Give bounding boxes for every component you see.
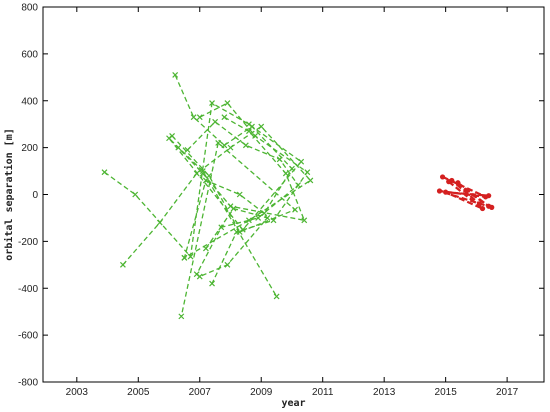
data-point bbox=[249, 123, 255, 130]
data-point bbox=[439, 174, 446, 180]
series-5 bbox=[184, 118, 302, 278]
data-point bbox=[252, 132, 259, 139]
y-tick-label: -800 bbox=[18, 378, 38, 389]
data-point bbox=[132, 191, 139, 198]
series-7 bbox=[196, 205, 271, 280]
data-point bbox=[202, 177, 209, 184]
data-point bbox=[172, 72, 179, 78]
y-tick-label: 400 bbox=[21, 96, 38, 107]
x-tick-label: 2017 bbox=[496, 387, 519, 398]
data-point bbox=[202, 245, 209, 252]
data-point bbox=[181, 254, 188, 261]
data-point bbox=[206, 172, 212, 179]
data-point bbox=[236, 191, 243, 198]
data-point bbox=[215, 140, 222, 146]
data-point bbox=[295, 182, 302, 189]
data-point bbox=[184, 147, 191, 153]
data-point bbox=[246, 217, 252, 224]
y-axis-title: orbital separation [m] bbox=[3, 128, 15, 260]
y-tick-label: 200 bbox=[21, 143, 38, 154]
data-point bbox=[282, 170, 289, 177]
data-point bbox=[258, 123, 265, 130]
data-point bbox=[178, 313, 185, 320]
data-point bbox=[301, 217, 308, 224]
x-tick-label: 2007 bbox=[189, 387, 212, 398]
series-line bbox=[171, 135, 297, 317]
data-point bbox=[196, 273, 203, 280]
series-0 bbox=[101, 100, 305, 300]
data-point bbox=[292, 206, 298, 213]
data-point bbox=[119, 261, 126, 268]
series-10 bbox=[449, 177, 492, 209]
y-tick-label: -400 bbox=[18, 284, 38, 295]
y-tick-label: -600 bbox=[18, 331, 38, 342]
y-tick-label: 800 bbox=[21, 3, 38, 14]
series-line bbox=[174, 74, 293, 258]
x-tick-label: 2003 bbox=[66, 387, 89, 398]
series-6 bbox=[175, 114, 308, 224]
data-point bbox=[209, 280, 215, 287]
plot-area bbox=[101, 72, 495, 320]
data-point bbox=[276, 156, 283, 163]
x-axis-title: year bbox=[281, 398, 305, 409]
y-tick-label: -200 bbox=[18, 237, 38, 248]
data-point bbox=[196, 114, 203, 121]
data-point bbox=[476, 201, 483, 207]
data-point bbox=[270, 217, 277, 224]
x-tick-label: 2009 bbox=[250, 387, 273, 398]
data-point bbox=[209, 100, 215, 107]
data-point bbox=[230, 205, 237, 212]
data-point bbox=[227, 144, 234, 151]
series-line bbox=[439, 175, 493, 209]
y-tick-label: 600 bbox=[21, 49, 38, 60]
series-9 bbox=[443, 179, 492, 212]
data-point bbox=[224, 100, 231, 107]
series-8 bbox=[436, 174, 495, 210]
x-tick-label: 2005 bbox=[127, 387, 150, 398]
series-line bbox=[177, 116, 306, 222]
data-point bbox=[436, 188, 443, 194]
x-tick-label: 2013 bbox=[373, 387, 396, 398]
data-point bbox=[193, 170, 200, 177]
data-point bbox=[156, 219, 163, 226]
data-point bbox=[264, 215, 271, 221]
series-line bbox=[451, 179, 490, 208]
y-tick-label: 0 bbox=[32, 190, 38, 201]
data-point bbox=[455, 180, 461, 186]
series-line bbox=[187, 120, 299, 275]
data-point bbox=[449, 177, 455, 184]
data-point bbox=[289, 165, 295, 172]
series-4 bbox=[196, 100, 311, 287]
data-point bbox=[233, 229, 240, 235]
series-line bbox=[122, 125, 312, 266]
data-point bbox=[246, 128, 252, 135]
data-point bbox=[224, 261, 231, 268]
data-point bbox=[101, 169, 108, 176]
x-tick-label: 2015 bbox=[435, 387, 458, 398]
data-point bbox=[221, 114, 228, 121]
data-point bbox=[298, 158, 305, 165]
data-point bbox=[486, 193, 492, 199]
data-point bbox=[190, 114, 197, 121]
data-point bbox=[304, 169, 311, 176]
data-point bbox=[199, 170, 206, 177]
series-line bbox=[104, 102, 303, 297]
x-tick-label: 2011 bbox=[312, 387, 334, 398]
data-point bbox=[212, 118, 219, 125]
data-point bbox=[479, 205, 486, 212]
axis-ticks: 2003 2005 2007 2009 2011 2013 2015 2017 -800 -600… bbox=[18, 3, 544, 398]
data-point bbox=[175, 144, 182, 151]
data-point bbox=[443, 189, 449, 195]
data-point bbox=[242, 142, 249, 149]
data-point bbox=[486, 203, 492, 209]
data-point bbox=[169, 132, 176, 139]
data-point bbox=[273, 293, 280, 300]
series-line bbox=[445, 180, 489, 210]
data-point bbox=[307, 177, 314, 184]
